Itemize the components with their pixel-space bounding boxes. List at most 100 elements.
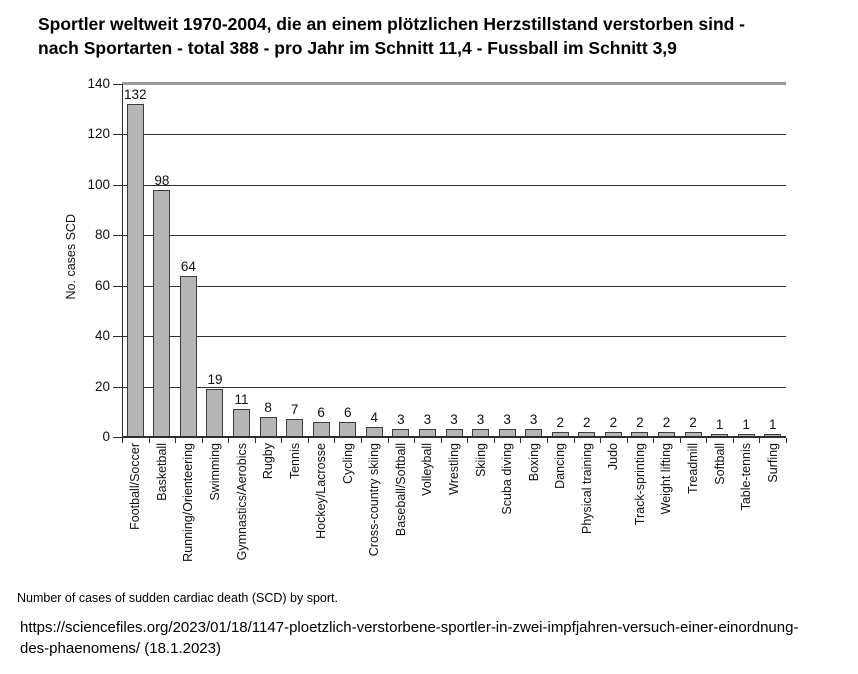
bar-value-label: 2 — [556, 414, 564, 430]
x-axis-label: Cross-country skiing — [367, 443, 382, 557]
bar-value-label: 2 — [609, 414, 618, 430]
x-axis-tick — [334, 438, 336, 443]
x-axis-label: Scuba diving — [500, 443, 515, 515]
bar — [259, 416, 277, 437]
x-axis-label: Swimming — [207, 443, 222, 501]
x-axis-tick — [520, 438, 522, 443]
x-axis-tick — [786, 438, 787, 443]
x-axis-tick — [573, 438, 575, 443]
x-axis-tick — [732, 438, 734, 443]
y-axis-tick — [113, 336, 122, 338]
x-axis-tick — [281, 438, 283, 443]
x-axis-tick — [307, 438, 309, 443]
x-axis-label: Boxing — [526, 443, 541, 482]
x-axis-label: Skiing — [473, 443, 488, 478]
gridline — [122, 386, 786, 388]
gridline — [122, 134, 786, 136]
y-axis-tick — [113, 285, 122, 287]
x-axis-tick — [759, 438, 761, 443]
chart-title-line1: Sportler weltweit 1970-2004, die an eine… — [38, 14, 746, 34]
x-axis-tick — [361, 438, 363, 443]
bar — [312, 421, 330, 437]
bar-value-label: 1 — [742, 417, 750, 433]
y-axis-tick — [113, 235, 122, 237]
x-axis-tick — [201, 438, 203, 443]
bar-value-label: 3 — [423, 412, 432, 428]
gridline-top — [122, 82, 786, 85]
bar — [153, 189, 171, 437]
bar-value-label: 11 — [234, 392, 249, 408]
x-axis-tick — [653, 438, 655, 443]
bar-value-label: 7 — [290, 402, 299, 418]
x-axis-tick — [493, 438, 495, 443]
y-axis-tick — [113, 437, 122, 438]
bar-value-label: 3 — [529, 412, 538, 428]
x-axis-tick — [414, 438, 416, 443]
x-axis-label: Treadmill — [686, 443, 701, 494]
bar-value-label: 2 — [662, 414, 671, 430]
x-axis-label: Rugby — [261, 443, 276, 480]
bar-value-label: 98 — [154, 172, 170, 188]
y-axis-tick — [113, 84, 122, 85]
bar-value-label: 4 — [370, 409, 379, 425]
x-axis-label: Volleyball — [420, 443, 435, 496]
bar-value-label: 2 — [636, 414, 644, 430]
x-axis-tick — [546, 438, 548, 443]
x-axis-label: Dancing — [553, 443, 568, 489]
y-axis-tick — [113, 134, 122, 136]
source-url-line1: https://sciencefiles.org/2023/01/18/1147… — [20, 619, 799, 636]
y-tick-label: 120 — [87, 126, 110, 142]
bar-value-label: 19 — [207, 372, 223, 388]
y-axis-tick — [113, 184, 122, 186]
x-axis-tick — [706, 438, 708, 443]
x-axis-label: Table-tennis — [739, 443, 754, 511]
bar-value-label: 2 — [689, 414, 697, 430]
chart-title: Sportler weltweit 1970-2004, die an eine… — [38, 12, 745, 60]
source-url-line2: des-phaenomens/ (18.1.2023) — [20, 640, 221, 657]
gridline — [122, 235, 786, 237]
bar-value-label: 6 — [343, 404, 352, 420]
gridline — [122, 184, 786, 186]
x-axis-label: Running/Orienteering — [181, 443, 196, 562]
x-axis-tick — [122, 438, 123, 443]
bar-value-label: 64 — [180, 258, 196, 274]
x-axis-tick — [626, 438, 628, 443]
chart-footnote: Number of cases of sudden cardiac death … — [17, 591, 338, 605]
bar-value-label: 3 — [476, 412, 485, 428]
y-tick-label: 60 — [94, 277, 110, 293]
x-axis-tick — [600, 438, 602, 443]
x-axis-tick — [148, 438, 150, 443]
bar-chart: No. cases SCD 0 20 40 60 80 100 120 140 132 Footb… — [64, 76, 787, 562]
bar-value-label: 1 — [715, 417, 724, 433]
bar-value-label: 2 — [583, 414, 591, 430]
y-tick-label: 0 — [102, 429, 110, 444]
x-axis-label: Judo — [606, 443, 621, 471]
x-axis-tick — [679, 438, 681, 443]
x-axis-label: Gymnastics/Aerobics — [234, 443, 249, 561]
y-tick-label: 20 — [94, 378, 110, 394]
x-axis-label: Cycling — [340, 443, 355, 484]
bar-value-label: 132 — [124, 87, 147, 103]
x-axis-tick — [228, 438, 230, 443]
bar — [179, 275, 197, 437]
y-tick-label: 100 — [87, 176, 110, 192]
x-axis-label: Wrestling — [447, 443, 461, 495]
x-axis-tick — [254, 438, 256, 443]
x-axis-label: Tennis — [287, 443, 302, 480]
x-axis-label: Football/Soccer — [128, 443, 143, 530]
bar — [126, 104, 144, 437]
x-axis-label: Track-sprinting — [632, 443, 647, 526]
y-tick-label: 140 — [87, 76, 110, 91]
bar-value-label: 6 — [317, 404, 325, 420]
gridline — [122, 285, 786, 287]
x-axis-label: Weight lifting — [659, 443, 674, 515]
bar — [286, 419, 304, 437]
gridline — [122, 336, 786, 338]
bar-value-label: 1 — [768, 417, 777, 433]
bar-value-label: 3 — [450, 412, 458, 428]
y-tick-label: 80 — [94, 227, 110, 243]
x-axis-label: Baseball/Softball — [393, 443, 408, 537]
x-axis-tick — [387, 438, 389, 443]
y-axis-tick — [113, 386, 122, 388]
